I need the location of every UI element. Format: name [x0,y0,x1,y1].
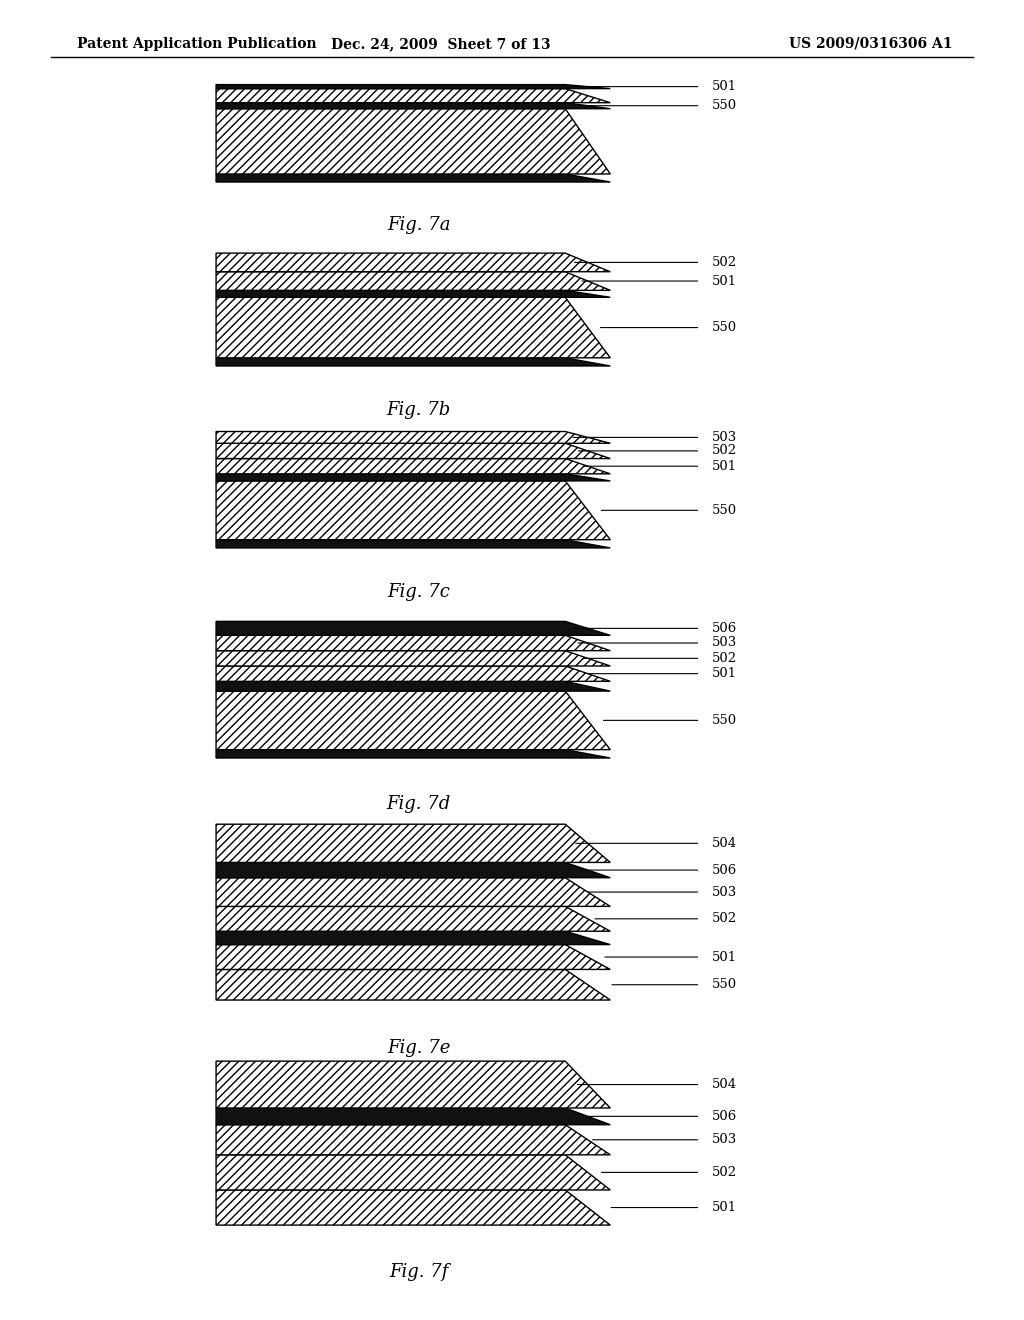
Polygon shape [216,1155,610,1189]
Text: Fig. 7a: Fig. 7a [387,216,451,235]
Text: 501: 501 [712,275,737,288]
Polygon shape [216,297,610,358]
Text: US 2009/0316306 A1: US 2009/0316306 A1 [788,37,952,51]
Polygon shape [216,750,610,758]
Text: 550: 550 [712,99,737,112]
Text: Fig. 7c: Fig. 7c [387,583,451,602]
Polygon shape [216,480,610,540]
Text: 501: 501 [712,459,737,473]
Polygon shape [216,358,610,366]
Polygon shape [216,667,610,681]
Text: 506: 506 [712,1110,737,1123]
Text: 506: 506 [712,863,737,876]
Text: Fig. 7b: Fig. 7b [387,401,451,420]
Text: 503: 503 [712,430,737,444]
Text: 501: 501 [712,667,737,680]
Text: Fig. 7e: Fig. 7e [387,1039,451,1057]
Polygon shape [216,432,610,444]
Text: 501: 501 [712,950,737,964]
Polygon shape [216,1107,610,1125]
Polygon shape [216,878,610,907]
Text: 502: 502 [712,1166,737,1179]
Polygon shape [216,458,610,474]
Polygon shape [216,651,610,667]
Text: Dec. 24, 2009  Sheet 7 of 13: Dec. 24, 2009 Sheet 7 of 13 [331,37,550,51]
Text: 504: 504 [712,837,737,850]
Polygon shape [216,1125,610,1155]
Text: Fig. 7f: Fig. 7f [389,1263,449,1282]
Text: 502: 502 [712,445,737,458]
Polygon shape [216,88,610,103]
Text: 503: 503 [712,1134,737,1146]
Polygon shape [216,681,610,692]
Polygon shape [216,290,610,297]
Polygon shape [216,444,610,458]
Polygon shape [216,622,610,635]
Text: Fig. 7d: Fig. 7d [387,795,451,813]
Polygon shape [216,907,610,931]
Text: 550: 550 [712,321,737,334]
Text: 501: 501 [712,1201,737,1214]
Polygon shape [216,931,610,945]
Text: 503: 503 [712,886,737,899]
Polygon shape [216,108,610,174]
Polygon shape [216,540,610,548]
Polygon shape [216,103,610,108]
Text: Patent Application Publication: Patent Application Publication [77,37,316,51]
Polygon shape [216,969,610,1001]
Text: 501: 501 [712,81,737,94]
Polygon shape [216,692,610,750]
Text: 502: 502 [712,256,737,269]
Text: 502: 502 [712,652,737,665]
Text: 504: 504 [712,1078,737,1092]
Polygon shape [216,253,610,272]
Polygon shape [216,862,610,878]
Text: 506: 506 [712,622,737,635]
Polygon shape [216,1189,610,1225]
Polygon shape [216,945,610,969]
Polygon shape [216,474,610,480]
Polygon shape [216,1061,610,1107]
Text: 502: 502 [712,912,737,925]
Text: 503: 503 [712,636,737,649]
Polygon shape [216,84,610,88]
Polygon shape [216,824,610,862]
Polygon shape [216,635,610,651]
Text: 550: 550 [712,978,737,991]
Text: 550: 550 [712,714,737,727]
Polygon shape [216,174,610,182]
Polygon shape [216,272,610,290]
Text: 550: 550 [712,504,737,517]
